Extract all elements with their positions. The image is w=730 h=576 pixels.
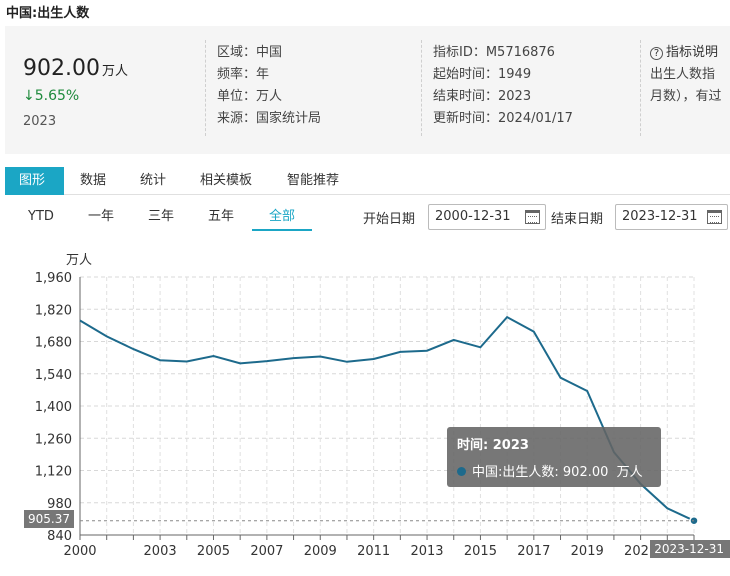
summary-panel: 902.00 万人 ↓5.65% 2023 区域：中国 频率：年 单位：万人 来源… [5,26,730,154]
question-icon: ? [650,47,663,60]
meta-update-time: 更新时间：2024/01/17 [433,111,573,126]
x-tick-label: 2017 [517,544,550,559]
start-date-value: 2000-12-31 [435,209,511,224]
end-date-label: 结束日期 [551,212,604,227]
meta-indicator-id: 指标ID：M5716876 [433,45,555,60]
calendar-icon[interactable] [707,210,722,224]
y-tick-label: 1,120 [35,465,72,480]
end-date-value: 2023-12-31 [622,209,698,224]
range-3y[interactable]: 三年 [147,209,174,224]
tooltip-unit: 万人 [616,465,643,480]
y-tick-label: 980 [47,497,72,512]
meta-start-time: 起始时间：1949 [433,67,532,82]
series-line [79,315,695,522]
range-1y[interactable]: 一年 [87,209,114,224]
x-tick-label: 2021 [624,544,657,559]
help-text-line-1: 出生人数指 [650,67,716,82]
divider [205,40,206,136]
x-tick-label: 2000 [63,544,96,559]
birth-line-chart[interactable]: 840 980 1,120 1,260 1,400 1,540 1,680 1,820 1,96… [0,260,730,576]
x-tick-label: 2011 [357,544,390,559]
tab-data[interactable]: 数据 [80,173,107,188]
calendar-icon[interactable] [525,210,540,224]
chart-tooltip: 时间: 2023 中国:出生人数: 902.00 万人 [447,427,661,487]
start-date-label: 开始日期 [363,212,416,227]
indicator-help[interactable]: ? 指标说明 出生人数指 月数），有过 [650,42,722,108]
y-tick-label: 1,260 [35,432,72,447]
y-tick-label: 840 [47,529,72,544]
latest-year: 2023 [23,114,57,129]
meta-column-2: 指标ID：M5716876 起始时间：1949 结束时间：2023 更新时间：2… [433,42,573,130]
x-axis-pointer-label: 2023-12-31 [650,540,730,558]
tooltip-series-label: 中国:出生人数: [472,465,559,480]
latest-value: 902.00 万人 [23,56,128,81]
help-text-line-2: 月数），有过 [650,89,722,104]
tab-smart-recommend[interactable]: 智能推荐 [287,173,340,188]
y-axis-unit: 万人 [66,253,93,268]
latest-value-unit: 万人 [101,64,128,79]
meta-unit: 单位：万人 [217,89,283,104]
x-tick-label: 2007 [250,544,283,559]
meta-region: 区域：中国 [217,45,283,60]
y-tick-label: 1,960 [35,271,72,286]
x-tick-label: 2005 [197,544,230,559]
tab-related-templates[interactable]: 相关模板 [200,173,253,188]
y-tick-label: 1,540 [35,368,72,383]
range-5y[interactable]: 五年 [207,209,234,224]
tooltip-value: 902.00 [562,465,609,480]
y-tick-label: 1,820 [35,303,72,318]
series-dot-icon [457,467,466,476]
time-range-bar: YTD 一年 三年 五年 全部 开始日期 2000-12-31 结束日期 202… [5,203,730,233]
tab-chart[interactable]: 图形 [5,167,64,195]
x-tick-label: 2013 [410,544,443,559]
view-tabs: 图形 数据 统计 相关模板 智能推荐 [5,167,730,195]
divider [421,40,422,136]
x-tick-label: 2009 [304,544,337,559]
tooltip-time-value: 2023 [492,438,529,453]
help-title: 指标说明 [666,45,719,60]
meta-frequency: 频率：年 [217,67,270,82]
meta-column-1: 区域：中国 频率：年 单位：万人 来源：国家统计局 [217,42,321,130]
change-percent: ↓5.65% [23,88,80,104]
y-axis-pointer-label: 905.37 [24,510,74,528]
y-tick-label: 1,680 [35,336,72,351]
start-date-input[interactable]: 2000-12-31 [428,204,546,230]
x-tick-label: 2015 [464,544,497,559]
meta-source: 来源：国家统计局 [217,111,322,126]
highlight-point [689,515,699,526]
range-ytd[interactable]: YTD [28,209,54,224]
tooltip-time-label: 时间: [457,438,489,453]
x-tick-label: 2003 [144,544,177,559]
meta-end-time: 结束时间：2023 [433,89,532,104]
tab-statistics[interactable]: 统计 [140,173,167,188]
y-tick-label: 1,400 [35,400,72,415]
range-all[interactable]: 全部 [252,203,312,231]
page-title: 中国:出生人数 [6,6,90,21]
x-tick-label: 2019 [571,544,604,559]
latest-value-number: 902.00 [23,56,100,81]
end-date-input[interactable]: 2023-12-31 [615,204,728,230]
divider [640,40,641,136]
